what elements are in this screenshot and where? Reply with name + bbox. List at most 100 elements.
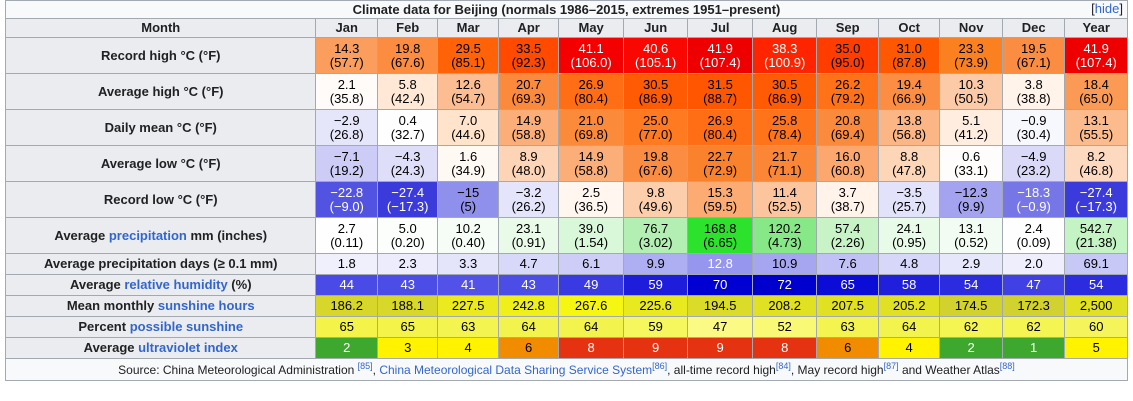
value-primary: 8 bbox=[781, 340, 789, 355]
value-primary: 29.5 bbox=[455, 40, 481, 56]
value-primary: 168.8 bbox=[703, 220, 737, 236]
value-cell-jul: 15.3 (59.5) bbox=[687, 181, 753, 218]
value-primary: 21.7 bbox=[772, 148, 798, 164]
row-label-link[interactable]: ultraviolet index bbox=[138, 340, 238, 355]
value-secondary: (106.0) bbox=[570, 54, 612, 70]
value-secondary: (88.7) bbox=[703, 90, 738, 106]
value-primary: 19.5 bbox=[1021, 40, 1047, 56]
value-cell-nov: 23.3 (73.9) bbox=[939, 37, 1003, 74]
value-primary: 14.9 bbox=[578, 148, 604, 164]
value-cell-aug: 52 bbox=[751, 316, 818, 338]
value-primary: 70 bbox=[712, 277, 728, 292]
value-cell-aug: 120.2 (4.73) bbox=[751, 217, 818, 254]
year-header: Year bbox=[1064, 18, 1128, 38]
value-primary: −3.2 bbox=[515, 184, 542, 200]
value-primary: 3.3 bbox=[459, 256, 478, 271]
value-secondary: (86.9) bbox=[767, 90, 802, 106]
value-cell-dec: 3.8 (38.8) bbox=[1001, 73, 1066, 110]
value-primary: 40.6 bbox=[642, 40, 669, 56]
value-cell-oct: −3.5 (25.7) bbox=[877, 181, 941, 218]
value-secondary: (0.11) bbox=[330, 234, 364, 250]
value-cell-apr: 43 bbox=[497, 274, 560, 296]
value-primary: 207.5 bbox=[831, 298, 864, 313]
value-cell-feb: 0.4 (32.7) bbox=[376, 109, 439, 146]
value-cell-jul: 26.9 (80.4) bbox=[687, 109, 753, 146]
value-primary: 62 bbox=[1026, 319, 1041, 334]
value-cell-year: 8.2 (46.8) bbox=[1064, 145, 1128, 182]
value-primary: 13.1 bbox=[1083, 112, 1109, 128]
row-label-link[interactable]: sunshine hours bbox=[157, 298, 255, 313]
value-primary: 9 bbox=[716, 340, 724, 355]
row-label: Average ultraviolet index bbox=[4, 337, 317, 359]
value-secondary: (−0.9) bbox=[1016, 198, 1051, 214]
value-primary: −27.4 bbox=[391, 184, 425, 200]
value-cell-jan: −2.9 (26.8) bbox=[315, 109, 378, 146]
value-primary: 72 bbox=[777, 277, 792, 292]
value-cell-sep: 7.6 bbox=[816, 253, 879, 275]
month-may-header: May bbox=[558, 18, 624, 38]
value-secondary: (30.4) bbox=[1016, 126, 1051, 142]
value-cell-may: 6.1 bbox=[558, 253, 624, 275]
value-primary: −7.1 bbox=[333, 148, 360, 164]
value-cell-feb: 65 bbox=[376, 316, 439, 338]
value-primary: 30.5 bbox=[772, 76, 798, 92]
value-primary: 52 bbox=[777, 319, 792, 334]
value-secondary: (−17.3) bbox=[1075, 198, 1117, 214]
value-cell-nov: 2 bbox=[939, 337, 1003, 359]
value-cell-feb: −27.4 (−17.3) bbox=[376, 181, 439, 218]
value-secondary: (55.5) bbox=[1079, 126, 1114, 142]
value-primary: 23.3 bbox=[958, 40, 984, 56]
value-cell-aug: 11.4 (52.5) bbox=[751, 181, 818, 218]
value-primary: 20.8 bbox=[835, 112, 861, 128]
row-label-link[interactable]: possible sunshine bbox=[129, 319, 244, 334]
value-primary: 8.9 bbox=[519, 148, 538, 164]
value-primary: 7.6 bbox=[838, 256, 857, 271]
row-label-text: Average precipitation days (≥ 0.1 mm) bbox=[43, 256, 278, 271]
row-label-link[interactable]: precipitation bbox=[108, 227, 187, 243]
value-primary: 13.1 bbox=[958, 220, 984, 236]
value-cell-may: 21.0 (69.8) bbox=[558, 109, 624, 146]
value-primary: 41.9 bbox=[1083, 40, 1109, 56]
value-primary: 33.5 bbox=[515, 40, 542, 56]
value-primary: 64 bbox=[583, 319, 599, 334]
value-secondary: (41.2) bbox=[954, 126, 989, 142]
value-cell-may: 26.9 (80.4) bbox=[558, 73, 624, 110]
row-label: Average precipitation days (≥ 0.1 mm) bbox=[4, 253, 317, 275]
value-secondary: (42.4) bbox=[390, 90, 425, 106]
ref-85-link[interactable]: [85] bbox=[357, 360, 373, 371]
value-primary: 26.2 bbox=[835, 76, 861, 92]
hide-toggle[interactable]: [hide] bbox=[1091, 1, 1123, 16]
row-label-link[interactable]: relative humidity bbox=[124, 277, 228, 292]
ref-86-link[interactable]: [86] bbox=[652, 360, 668, 371]
source-row: Source: China Meteorological Administrat… bbox=[5, 358, 1128, 381]
value-secondary: (0.91) bbox=[511, 234, 546, 250]
value-cell-dec: −4.9 (23.2) bbox=[1001, 145, 1066, 182]
value-cell-feb: −4.3 (24.3) bbox=[376, 145, 439, 182]
value-cell-jan: 14.3 (57.7) bbox=[315, 37, 378, 74]
value-cell-feb: 19.8 (67.6) bbox=[376, 37, 439, 74]
ref-88-link[interactable]: [88] bbox=[999, 360, 1015, 371]
value-primary: 12.6 bbox=[455, 76, 481, 92]
data-row: Average relative humidity (%) 44 43 41 43 49 5… bbox=[4, 274, 1128, 296]
value-secondary: (0.52) bbox=[954, 234, 989, 250]
month-apr-header: Apr bbox=[497, 18, 560, 38]
hide-link[interactable]: hide bbox=[1094, 1, 1120, 16]
value-cell-year: 69.1 bbox=[1064, 253, 1128, 275]
value-secondary: (25.7) bbox=[892, 198, 927, 214]
value-primary: −4.3 bbox=[394, 148, 421, 164]
value-cell-sep: 63 bbox=[816, 316, 879, 338]
value-cell-year: 13.1 (55.5) bbox=[1064, 109, 1128, 146]
value-primary: 2.7 bbox=[337, 220, 356, 236]
row-label: Record high °C (°F) bbox=[4, 37, 317, 74]
value-secondary: (73.9) bbox=[954, 54, 989, 70]
value-cell-dec: −18.3 (−0.9) bbox=[1001, 181, 1066, 218]
ref-87-link[interactable]: [87] bbox=[883, 360, 899, 371]
value-cell-jan: 2 bbox=[315, 337, 378, 359]
month-dec-header: Dec bbox=[1001, 18, 1066, 38]
value-secondary: (58.8) bbox=[574, 162, 609, 178]
value-secondary: (48.0) bbox=[511, 162, 546, 178]
ref-84-link[interactable]: [84] bbox=[775, 360, 791, 371]
value-cell-aug: 208.2 bbox=[751, 295, 818, 317]
value-primary: 54 bbox=[963, 277, 979, 292]
value-primary: 4 bbox=[464, 340, 472, 355]
